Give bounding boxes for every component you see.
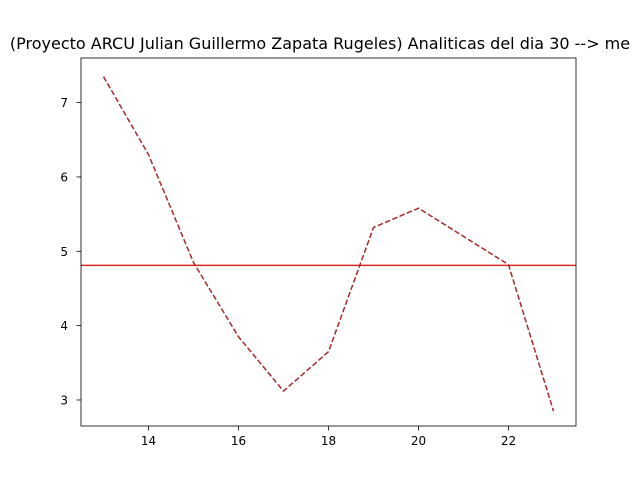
y-tick-label: 5 (60, 245, 68, 259)
chart-title: (Proyecto ARCU Julian Guillermo Zapata R… (10, 34, 630, 53)
x-tick-label: 22 (501, 434, 516, 448)
axes-frame (80, 57, 577, 427)
x-tick-label: 14 (141, 434, 156, 448)
x-tick-label: 20 (411, 434, 426, 448)
y-tick-label: 6 (60, 170, 68, 184)
series-line (102, 76, 555, 412)
x-tick-label: 16 (231, 434, 246, 448)
y-tick-label: 3 (60, 393, 68, 407)
x-tick-label: 18 (321, 434, 336, 448)
y-tick-label: 7 (60, 96, 68, 110)
y-tick-label: 4 (60, 319, 68, 333)
